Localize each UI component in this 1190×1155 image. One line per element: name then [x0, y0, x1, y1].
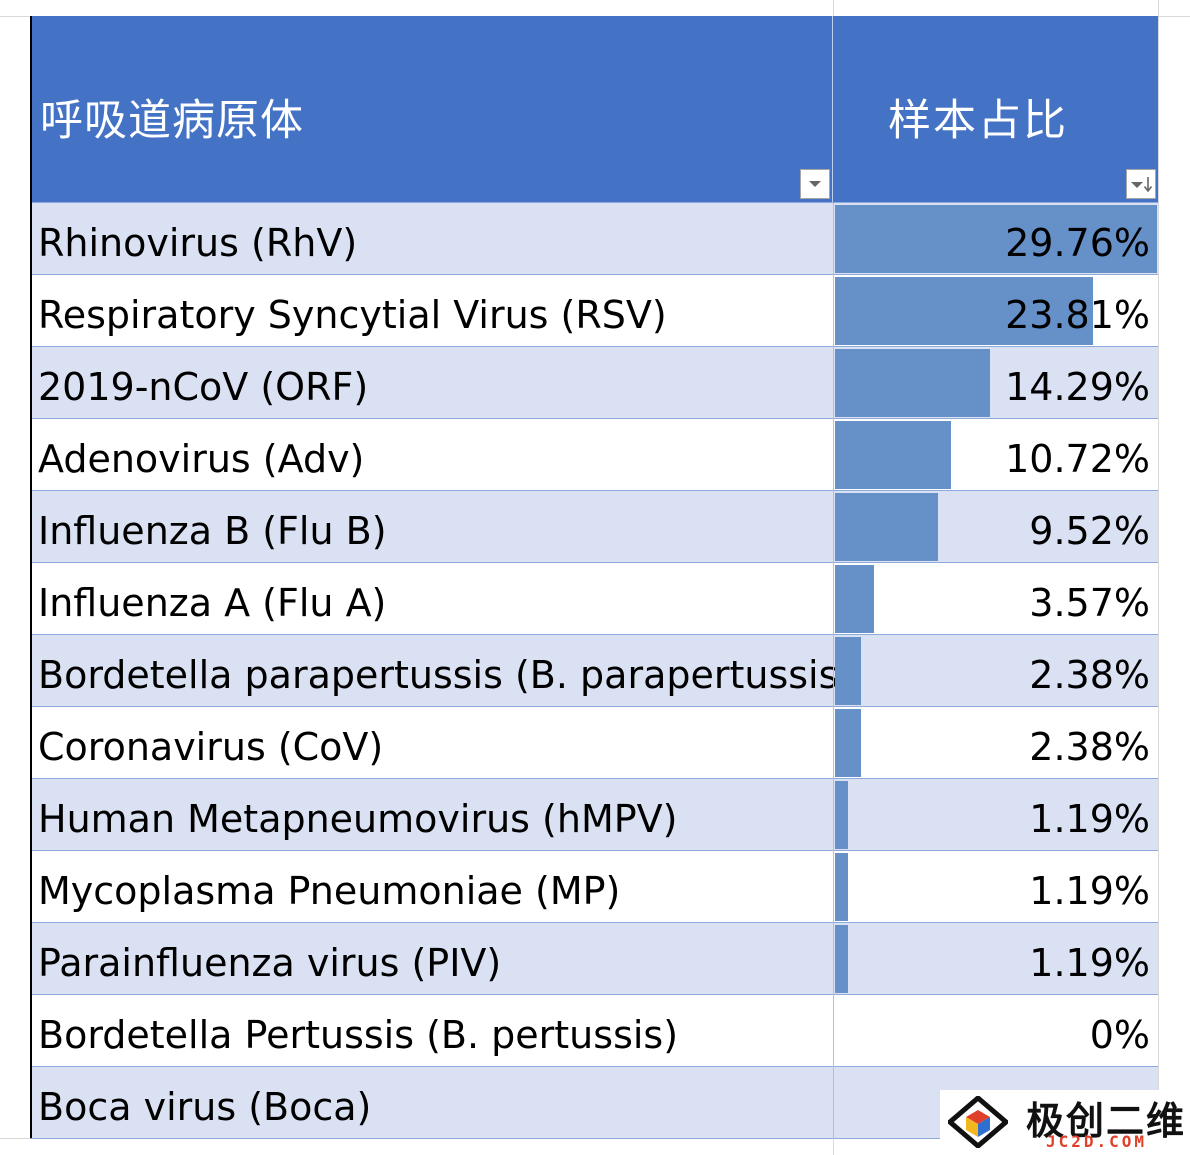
sort-descending-filter-icon[interactable] [1126, 169, 1156, 199]
data-bar [835, 565, 874, 633]
sample-share-cell[interactable]: 1.19% [833, 779, 1158, 851]
sample-share-cell[interactable] [833, 1067, 1158, 1139]
data-bar [835, 853, 848, 921]
sample-share-value: 1.19% [1029, 797, 1150, 841]
watermark-title: 极创二维 [1026, 1099, 1187, 1143]
watermark: 极创二维 JC2D.COM [940, 1090, 1190, 1155]
table-row[interactable]: Bordetella Pertussis (B. pertussis) 0% [30, 995, 1158, 1067]
data-bar [835, 637, 861, 705]
data-bar [835, 781, 848, 849]
sample-share-cell[interactable]: 9.52% [833, 491, 1158, 563]
data-bar [835, 493, 938, 561]
pathogen-name-cell[interactable]: Respiratory Syncytial Virus (RSV) [38, 293, 667, 337]
data-bar [835, 709, 861, 777]
pathogen-name-cell[interactable]: Boca virus (Boca) [38, 1085, 372, 1129]
sample-share-cell[interactable]: 14.29% [833, 347, 1158, 419]
sample-share-cell[interactable]: 1.19% [833, 923, 1158, 995]
sample-share-cell[interactable]: 0% [833, 995, 1158, 1067]
sample-share-value: 0% [1089, 1013, 1150, 1057]
gridline [1158, 0, 1159, 1155]
sample-share-cell[interactable]: 1.19% [833, 851, 1158, 923]
sample-share-cell[interactable]: 3.57% [833, 563, 1158, 635]
sample-share-value: 29.76% [1005, 221, 1150, 265]
table-row[interactable]: Mycoplasma Pneumoniae (MP) 1.19% [30, 851, 1158, 923]
data-bar [835, 277, 1093, 345]
sample-share-value: 10.72% [1005, 437, 1150, 481]
table-row[interactable]: Influenza A (Flu A) 3.57% [30, 563, 1158, 635]
table-row[interactable]: Bordetella parapertussis (B. parapertuss… [30, 635, 1158, 707]
pathogen-name-cell[interactable]: Influenza B (Flu B) [38, 509, 387, 553]
header-pathogen[interactable]: 呼吸道病原体 [40, 96, 304, 146]
header-divider [832, 16, 833, 202]
table-header: 呼吸道病原体 样本占比 [30, 16, 1158, 203]
table-body: Rhinovirus (RhV) 29.76% Respiratory Syncyt… [30, 203, 1158, 1139]
sample-share-cell[interactable]: 29.76% [833, 203, 1158, 275]
sample-share-value: 1.19% [1029, 869, 1150, 913]
sample-share-cell[interactable]: 2.38% [833, 635, 1158, 707]
header-sample-share[interactable]: 样本占比 [888, 96, 1068, 146]
data-bar [835, 925, 848, 993]
data-bar [835, 421, 951, 489]
pathogen-name-cell[interactable]: Adenovirus (Adv) [38, 437, 365, 481]
table-row[interactable]: Influenza B (Flu B) 9.52% [30, 491, 1158, 563]
pathogen-name-cell[interactable]: Parainfluenza virus (PIV) [38, 941, 502, 985]
watermark-subtitle: JC2D.COM [1046, 1132, 1148, 1151]
data-bar [835, 205, 1157, 273]
sample-share-cell[interactable]: 23.81% [833, 275, 1158, 347]
table-row[interactable]: Adenovirus (Adv) 10.72% [30, 419, 1158, 491]
pathogen-name-cell[interactable]: Bordetella parapertussis (B. parapertuss… [38, 653, 854, 697]
filter-dropdown-icon[interactable] [800, 169, 830, 199]
cube-logo-icon [948, 1096, 1008, 1148]
pathogen-name-cell[interactable]: Human Metapneumovirus (hMPV) [38, 797, 678, 841]
pathogen-name-cell[interactable]: Bordetella Pertussis (B. pertussis) [38, 1013, 679, 1057]
pathogen-name-cell[interactable]: Coronavirus (CoV) [38, 725, 384, 769]
sample-share-cell[interactable]: 10.72% [833, 419, 1158, 491]
table-left-border [30, 16, 32, 1138]
table-row[interactable]: Rhinovirus (RhV) 29.76% [30, 203, 1158, 275]
pathogen-name-cell[interactable]: Rhinovirus (RhV) [38, 221, 358, 265]
pathogen-name-cell[interactable]: Influenza A (Flu A) [38, 581, 387, 625]
sample-share-value: 2.38% [1029, 653, 1150, 697]
table-row[interactable]: Coronavirus (CoV) 2.38% [30, 707, 1158, 779]
data-table: 呼吸道病原体 样本占比 Rhinovirus (RhV) 29.76% Respir… [30, 16, 1158, 1139]
table-row[interactable]: Human Metapneumovirus (hMPV) 1.19% [30, 779, 1158, 851]
sample-share-value: 1.19% [1029, 941, 1150, 985]
table-row[interactable]: 2019-nCoV (ORF) 14.29% [30, 347, 1158, 419]
sample-share-value: 3.57% [1029, 581, 1150, 625]
sample-share-value: 23.81% [1005, 293, 1150, 337]
pathogen-name-cell[interactable]: Mycoplasma Pneumoniae (MP) [38, 869, 621, 913]
sample-share-value: 14.29% [1005, 365, 1150, 409]
table-row[interactable]: Parainfluenza virus (PIV) 1.19% [30, 923, 1158, 995]
pathogen-name-cell[interactable]: 2019-nCoV (ORF) [38, 365, 369, 409]
sample-share-value: 2.38% [1029, 725, 1150, 769]
sample-share-value: 9.52% [1029, 509, 1150, 553]
table-row[interactable]: Respiratory Syncytial Virus (RSV) 23.81% [30, 275, 1158, 347]
data-bar [835, 349, 990, 417]
sample-share-cell[interactable]: 2.38% [833, 707, 1158, 779]
